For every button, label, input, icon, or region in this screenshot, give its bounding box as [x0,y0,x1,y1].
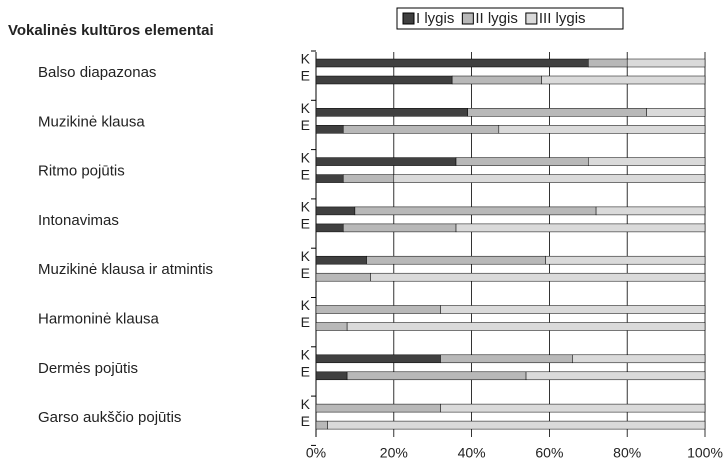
category-label: Muzikinė klausa ir atmintis [38,261,213,278]
legend-label: I lygis [416,10,454,27]
bar-label: K [301,248,311,264]
legend-swatch [402,12,415,25]
bar-label: E [301,413,310,429]
bar-segment [315,125,344,134]
category-label: Balso diapazonas [38,64,156,81]
category-label: Dermės pojūtis [38,360,138,377]
bar-segment [572,354,706,364]
bar-segment [315,420,328,430]
bar-segment [342,174,395,183]
bar-segment [315,403,441,413]
bar-label: E [301,265,310,281]
x-tick-label: 0% [306,445,326,461]
bar-segment [393,174,706,183]
bar-segment [545,255,706,265]
bar-label: K [301,100,311,116]
bar-segment [315,322,348,331]
legend-label: III lygis [539,10,586,27]
bar-segment [346,371,527,381]
bar-segment [370,272,706,282]
bar-segment [315,305,441,314]
x-tick-label: 100% [687,445,723,461]
bar-segment [315,223,344,233]
bar-segment [467,108,647,117]
bar-segment [588,58,628,68]
bar-segment [315,108,468,117]
category-label: Harmoninė klausa [38,310,160,327]
bar-segment [315,206,356,216]
bar-label: E [301,314,310,330]
bar-segment [315,75,453,85]
bar-segment [440,354,573,364]
bar-segment [315,255,367,265]
bar-label: K [301,199,311,215]
bar-segment [342,125,500,134]
bar-segment [366,255,546,265]
category-label: Muzikinė klausa [38,113,145,130]
bar-segment [455,223,706,233]
bar-label: K [301,396,311,412]
bar-segment [315,157,457,166]
bar-segment [342,223,457,233]
bar-segment [646,108,706,117]
bar-segment [588,157,706,166]
bar-segment [595,206,706,216]
bar-segment [525,371,706,381]
category-label: Garso aukščio pojūtis [38,409,181,426]
bar-segment [346,322,706,331]
legend-swatch [461,12,474,25]
bar-label: E [301,216,310,232]
legend-swatch [525,12,538,25]
bar-segment [626,58,706,68]
x-tick-label: 80% [613,445,641,461]
bar-segment [315,354,441,364]
bar-segment [455,157,589,166]
legend-box [396,7,624,30]
bar-segment [541,75,706,85]
chart-title: Vokalinės kultūros elementai [8,22,214,39]
category-label: Ritmo pojūtis [38,163,125,180]
bar-segment [440,305,706,314]
bar-segment [315,58,589,68]
bar-segment [498,125,706,134]
bar-label: K [301,347,311,363]
bar-segment [440,403,706,413]
bar-label: E [301,364,310,380]
bar-label: E [301,68,310,84]
bar-label: K [301,149,311,165]
bar-label: K [301,297,311,313]
bar-segment [315,272,371,282]
bar-segment [451,75,542,85]
bar-segment [327,420,706,430]
bar-segment [354,206,597,216]
x-tick-label: 60% [535,445,563,461]
category-label: Intonavimas [38,212,119,229]
bar-segment [315,174,344,183]
bar-label: E [301,166,310,182]
bar-label: E [301,117,310,133]
bar-segment [315,371,348,381]
x-tick-label: 20% [380,445,408,461]
x-tick-label: 40% [458,445,486,461]
legend-label: II lygis [475,10,518,27]
bar-label: K [301,51,311,67]
